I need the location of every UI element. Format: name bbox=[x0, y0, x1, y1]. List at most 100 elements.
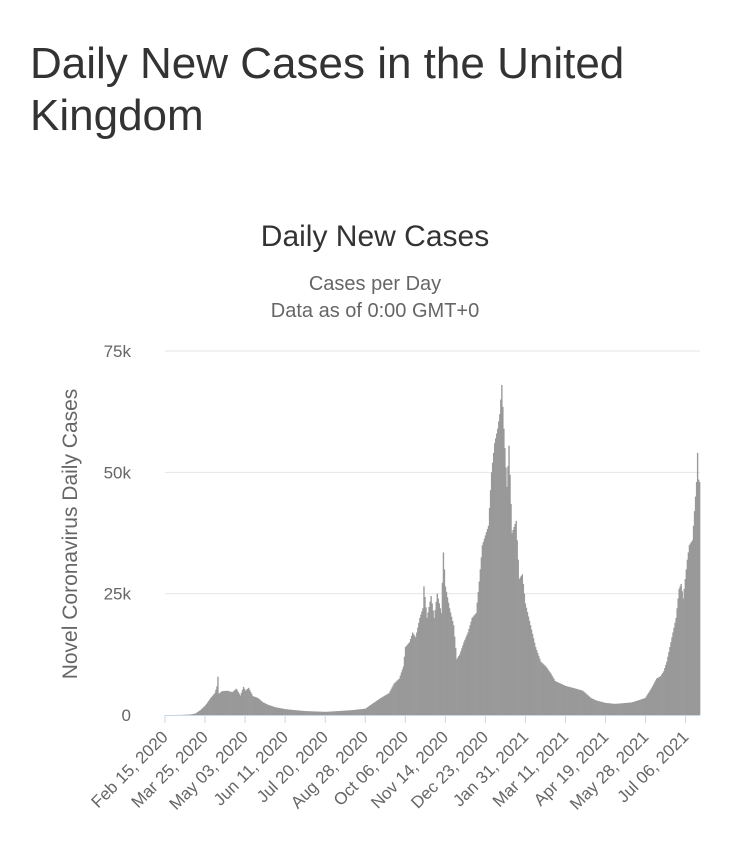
daily-bar[interactable] bbox=[528, 620, 531, 715]
daily-bar[interactable] bbox=[563, 685, 566, 715]
daily-bar[interactable] bbox=[312, 711, 314, 715]
daily-bar[interactable] bbox=[611, 703, 614, 715]
daily-bar[interactable] bbox=[308, 711, 310, 715]
daily-bar[interactable] bbox=[393, 683, 395, 715]
daily-bar[interactable] bbox=[435, 601, 437, 715]
daily-bar[interactable] bbox=[302, 710, 304, 715]
daily-bar[interactable] bbox=[657, 677, 660, 715]
daily-bar[interactable] bbox=[356, 709, 359, 715]
daily-bar[interactable] bbox=[294, 710, 296, 715]
daily-bar[interactable] bbox=[677, 598, 679, 715]
daily-bar[interactable] bbox=[234, 689, 237, 715]
daily-bar[interactable] bbox=[225, 690, 227, 715]
daily-bar[interactable] bbox=[602, 702, 604, 715]
daily-bar[interactable] bbox=[486, 528, 489, 715]
daily-bar[interactable] bbox=[560, 683, 562, 715]
daily-bar[interactable] bbox=[324, 711, 327, 715]
daily-bar[interactable] bbox=[348, 710, 350, 715]
daily-bar[interactable] bbox=[301, 710, 303, 715]
daily-bar[interactable] bbox=[484, 535, 487, 715]
daily-bar[interactable] bbox=[590, 698, 592, 715]
daily-bar[interactable] bbox=[457, 657, 459, 715]
daily-bar[interactable] bbox=[423, 586, 425, 715]
daily-bar[interactable] bbox=[238, 693, 241, 715]
daily-bar[interactable] bbox=[598, 701, 600, 715]
daily-bar[interactable] bbox=[322, 711, 325, 715]
daily-bar[interactable] bbox=[437, 598, 439, 715]
daily-bar[interactable] bbox=[353, 709, 355, 715]
daily-bar[interactable] bbox=[578, 689, 580, 715]
daily-bar[interactable] bbox=[458, 655, 460, 715]
daily-bar[interactable] bbox=[417, 627, 419, 715]
daily-bar[interactable] bbox=[317, 711, 320, 715]
daily-bar[interactable] bbox=[291, 709, 293, 715]
daily-bar[interactable] bbox=[357, 709, 360, 715]
daily-bar[interactable] bbox=[281, 708, 284, 715]
daily-bar[interactable] bbox=[525, 607, 528, 715]
daily-bar[interactable] bbox=[372, 703, 374, 715]
daily-bar[interactable] bbox=[383, 696, 385, 715]
daily-bar[interactable] bbox=[262, 702, 264, 715]
daily-bar[interactable] bbox=[283, 708, 286, 715]
daily-bar[interactable] bbox=[293, 710, 295, 715]
daily-bar[interactable] bbox=[481, 545, 484, 715]
daily-bar[interactable] bbox=[643, 698, 645, 715]
daily-bar[interactable] bbox=[314, 711, 317, 715]
daily-bar[interactable] bbox=[696, 452, 699, 715]
daily-bar[interactable] bbox=[671, 637, 673, 715]
daily-bar[interactable] bbox=[369, 705, 372, 715]
daily-bar[interactable] bbox=[455, 647, 457, 715]
daily-bar[interactable] bbox=[680, 583, 682, 715]
daily-bar[interactable] bbox=[674, 622, 676, 715]
daily-bar[interactable] bbox=[422, 608, 424, 715]
daily-bar[interactable] bbox=[401, 669, 404, 716]
daily-bar[interactable] bbox=[274, 707, 277, 715]
daily-bar[interactable] bbox=[571, 687, 574, 715]
daily-bar[interactable] bbox=[466, 634, 468, 715]
daily-bar[interactable] bbox=[605, 702, 608, 715]
daily-bar[interactable] bbox=[287, 709, 290, 716]
daily-bar[interactable] bbox=[313, 711, 315, 715]
daily-bar[interactable] bbox=[544, 665, 546, 716]
daily-bar[interactable] bbox=[202, 707, 205, 715]
daily-bar[interactable] bbox=[424, 596, 426, 715]
daily-bar[interactable] bbox=[586, 694, 588, 715]
daily-bar[interactable] bbox=[212, 695, 214, 715]
daily-bar[interactable] bbox=[418, 622, 420, 715]
daily-bar[interactable] bbox=[387, 693, 389, 715]
daily-bar[interactable] bbox=[504, 448, 506, 715]
daily-bar[interactable] bbox=[215, 689, 217, 715]
daily-bar[interactable] bbox=[573, 688, 576, 715]
daily-bar[interactable] bbox=[450, 616, 453, 715]
daily-bar[interactable] bbox=[355, 709, 357, 715]
daily-bar[interactable] bbox=[412, 632, 414, 715]
daily-bar[interactable] bbox=[625, 702, 627, 715]
daily-bar[interactable] bbox=[336, 711, 338, 715]
daily-bar[interactable] bbox=[339, 710, 341, 715]
daily-bar[interactable] bbox=[421, 611, 423, 715]
daily-bar[interactable] bbox=[663, 671, 665, 715]
daily-bar[interactable] bbox=[669, 647, 671, 715]
daily-bar[interactable] bbox=[527, 616, 530, 715]
daily-bar[interactable] bbox=[515, 520, 517, 715]
daily-bar[interactable] bbox=[351, 710, 353, 715]
daily-bar[interactable] bbox=[599, 701, 601, 715]
daily-bar[interactable] bbox=[279, 708, 282, 715]
daily-bar[interactable] bbox=[645, 696, 648, 715]
daily-bar[interactable] bbox=[592, 698, 594, 715]
daily-bar[interactable] bbox=[689, 543, 692, 715]
daily-bar[interactable] bbox=[585, 693, 587, 715]
daily-bar[interactable] bbox=[647, 693, 650, 715]
daily-bar[interactable] bbox=[333, 711, 335, 715]
daily-bar[interactable] bbox=[519, 577, 521, 715]
daily-bar[interactable] bbox=[575, 688, 578, 715]
daily-bar[interactable] bbox=[319, 711, 322, 715]
daily-bar[interactable] bbox=[516, 540, 518, 715]
daily-bar[interactable] bbox=[634, 701, 636, 715]
daily-bar[interactable] bbox=[341, 710, 343, 715]
daily-bar[interactable] bbox=[299, 710, 301, 715]
daily-bar[interactable] bbox=[615, 703, 618, 715]
daily-bar[interactable] bbox=[597, 700, 599, 715]
daily-bar[interactable] bbox=[650, 688, 653, 715]
daily-bar[interactable] bbox=[328, 711, 331, 715]
